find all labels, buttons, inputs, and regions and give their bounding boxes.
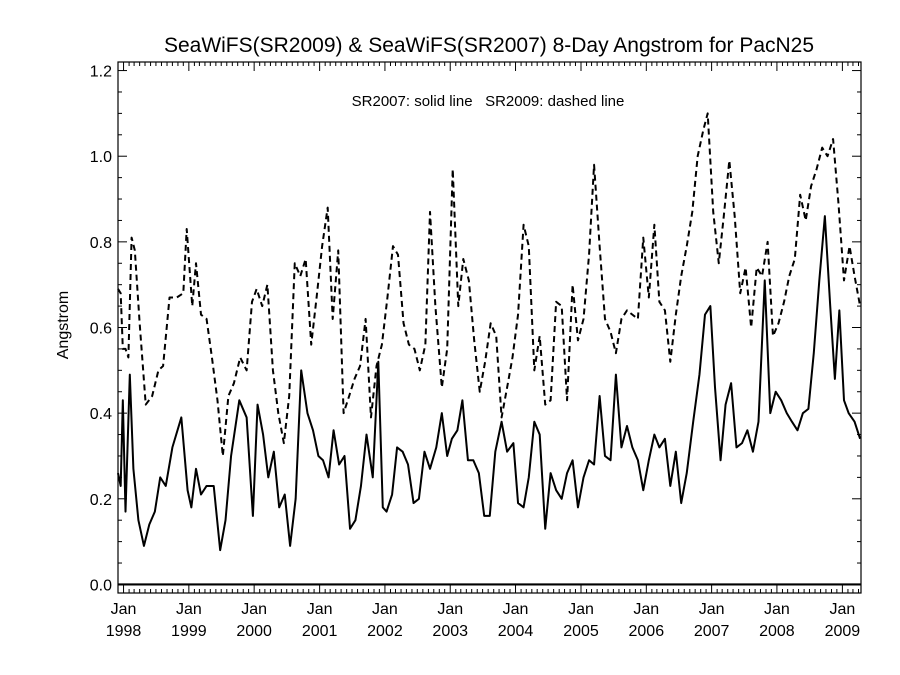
- x-tick-label-month: Jan: [503, 601, 529, 618]
- x-tick-label-month: Jan: [764, 601, 790, 618]
- x-tick-label-year: 1998: [106, 623, 142, 640]
- x-tick-label-year: 2005: [563, 623, 599, 640]
- x-tick-label-month: Jan: [829, 601, 855, 618]
- y-tick-label: 0.2: [90, 492, 112, 509]
- x-tick-label-year: 2002: [367, 623, 403, 640]
- x-tick-label-month: Jan: [437, 601, 463, 618]
- y-tick-label: 0.6: [90, 321, 112, 338]
- x-tick-label-year: 1999: [171, 623, 207, 640]
- y-tick-label: 1.2: [90, 64, 112, 81]
- x-tick-label-year: 2006: [629, 623, 665, 640]
- x-tick-label-year: 2007: [694, 623, 730, 640]
- series-style-annotation: SR2007: solid line SR2009: dashed line: [352, 93, 625, 110]
- chart-title: SeaWiFS(SR2009) & SeaWiFS(SR2007) 8-Day …: [164, 34, 814, 57]
- x-tick-label-month: Jan: [241, 601, 267, 618]
- y-tick-label: 1.0: [90, 149, 112, 166]
- x-tick-label-year: 2008: [759, 623, 795, 640]
- x-tick-label-month: Jan: [176, 601, 202, 618]
- x-tick-label-month: Jan: [372, 601, 398, 618]
- y-tick-label: 0.0: [90, 577, 112, 594]
- series-line-sr2007: [117, 215, 862, 552]
- x-tick-label-month: Jan: [633, 601, 659, 618]
- x-tick-label-month: Jan: [307, 601, 333, 618]
- x-tick-label-year: 2001: [302, 623, 338, 640]
- x-tick-label-year: 2009: [825, 623, 861, 640]
- x-tick-label-year: 2003: [432, 623, 468, 640]
- x-tick-label-month: Jan: [111, 601, 137, 618]
- y-tick-label: 0.4: [90, 406, 112, 423]
- x-tick-label-month: Jan: [568, 601, 594, 618]
- series-line-sr2009: [117, 112, 862, 457]
- y-axis-label: Angstrom: [55, 291, 72, 359]
- y-tick-label: 0.8: [90, 235, 112, 252]
- x-tick-label-month: Jan: [699, 601, 725, 618]
- x-tick-label-year: 2000: [236, 623, 272, 640]
- x-tick-label-year: 2004: [498, 623, 534, 640]
